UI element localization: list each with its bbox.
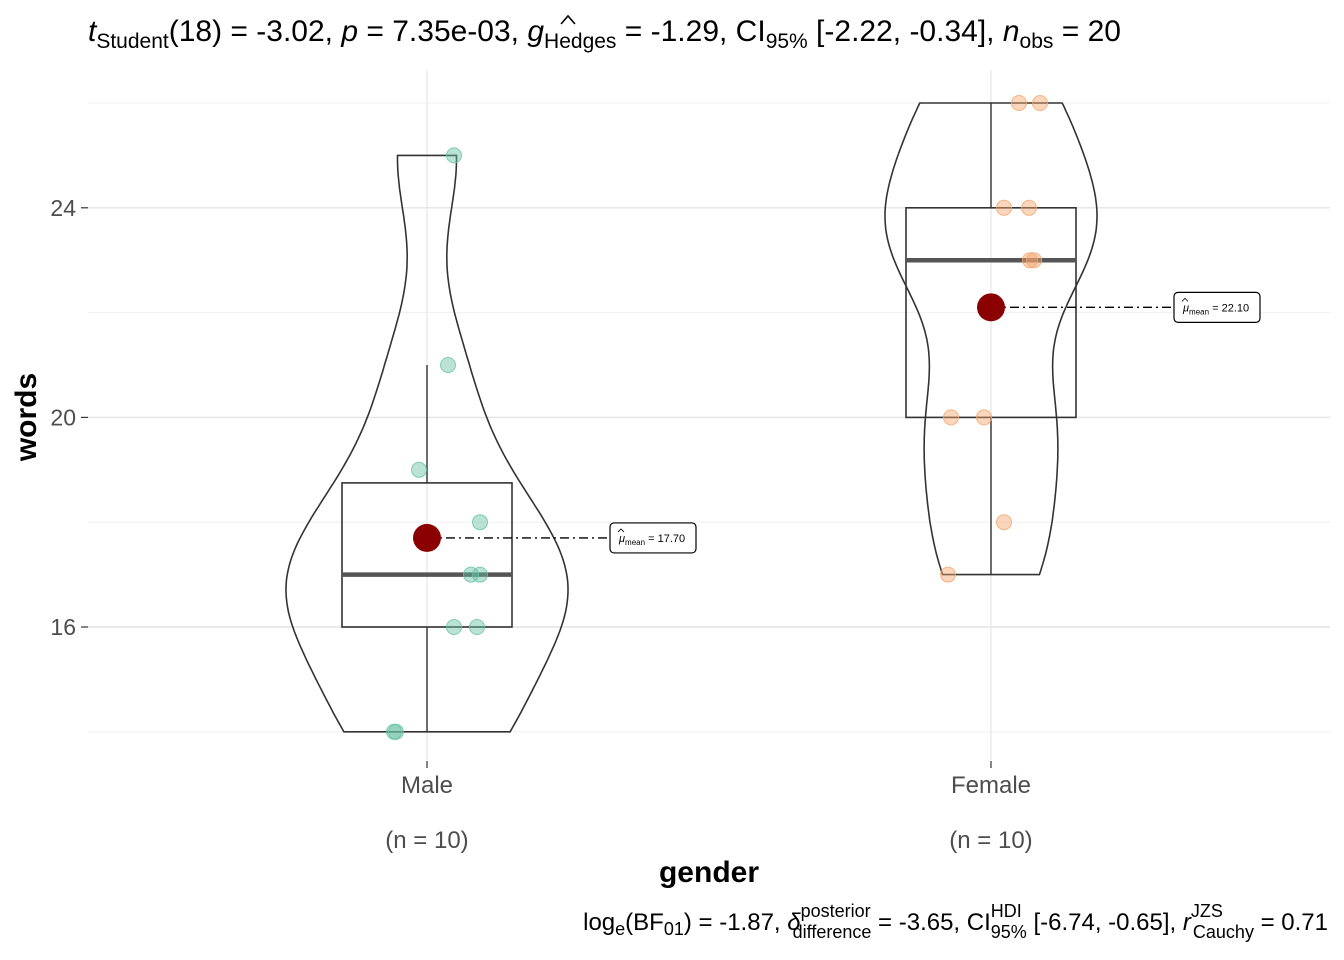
caption-delta: δ <box>787 909 801 936</box>
caption-hdi-value: [-6.74, -0.65], <box>1027 909 1176 936</box>
plot-area: μmean = 17.70 μmean = 22.10 <box>285 95 1261 740</box>
title-g-hat <box>560 14 576 25</box>
title-n-value: = 20 <box>1053 15 1121 48</box>
title-g-sub: Hedges <box>544 30 616 53</box>
title-ci-sub: 95% <box>766 30 808 53</box>
grid-lines <box>88 70 1330 760</box>
caption-r-sup: JZS <box>1191 901 1223 921</box>
y-axis-title: words <box>10 373 43 462</box>
data-point <box>976 409 992 426</box>
mean-label-box <box>1173 291 1261 323</box>
box-male <box>341 482 513 628</box>
data-point <box>1022 252 1038 269</box>
caption-delta-value: = -3.65, CI <box>871 909 990 936</box>
x-n-label: (n = 10) <box>385 827 468 854</box>
data-point <box>440 357 456 373</box>
y-tick-label: 16 <box>50 614 76 640</box>
caption-hdi-sub: 95% <box>991 922 1027 942</box>
chart-caption: loge(BF01) = -1.87, δposterior difference… <box>583 901 1328 942</box>
x-axis: Male (n = 10) Female (n = 10) <box>385 761 1033 854</box>
x-category-label: Male <box>401 772 453 799</box>
mean-point <box>413 523 441 552</box>
title-ci-value: [-2.22, -0.34], <box>808 15 995 48</box>
caption-bf-sub: 01 <box>664 919 684 939</box>
title-t-sub: Student <box>96 30 169 53</box>
data-point <box>472 566 488 583</box>
data-point <box>996 199 1012 216</box>
y-tick-label: 24 <box>50 195 76 221</box>
title-t-value: (18) = -3.02, <box>169 15 333 48</box>
title-g-symbol: g <box>527 15 544 48</box>
data-point <box>463 566 479 583</box>
title-t-symbol: t <box>88 15 98 48</box>
data-point <box>940 566 956 583</box>
caption-log: log <box>583 909 615 936</box>
data-point <box>1032 95 1048 111</box>
data-point <box>472 514 488 531</box>
x-n-label: (n = 10) <box>949 827 1032 854</box>
title-n-sub: obs <box>1020 30 1054 53</box>
caption-hdi-sup: HDI <box>991 901 1022 921</box>
mean-point <box>977 293 1005 322</box>
violin-female <box>884 102 1098 576</box>
mean-label-box <box>609 522 697 554</box>
data-point <box>1026 252 1042 269</box>
x-category-label: Female <box>951 772 1031 799</box>
caption-bf: (BF <box>625 909 664 936</box>
caption-bf-value: ) = -1.87, <box>684 909 781 936</box>
data-point <box>446 619 462 635</box>
mean-hat <box>617 528 625 533</box>
title-g-value: = -1.29, CI <box>616 15 765 48</box>
data-point <box>469 619 485 635</box>
data-point <box>446 147 462 164</box>
caption-delta-sub: difference <box>793 922 872 942</box>
data-point <box>411 461 427 478</box>
title-p-symbol: p <box>340 15 358 48</box>
y-tick-label: 20 <box>50 404 76 430</box>
mean-label: μmean = 17.70 <box>618 533 685 547</box>
data-point <box>1021 199 1037 216</box>
chart-title: tStudent(18) = -3.02, p = 7.35e-03, gHed… <box>88 15 1121 53</box>
x-axis-title: gender <box>659 856 759 889</box>
caption-delta-sup: posterior <box>801 901 871 921</box>
data-point <box>1011 95 1027 111</box>
mean-hat <box>1181 297 1189 302</box>
y-axis: 16 20 24 <box>50 195 88 640</box>
mean-label: μmean = 22.10 <box>1182 302 1249 316</box>
caption-r-sub: Cauchy <box>1193 922 1254 942</box>
data-point <box>388 723 404 740</box>
violin-male <box>285 154 569 733</box>
data-point <box>943 409 959 426</box>
title-n-symbol: n <box>1003 15 1020 48</box>
caption-r: r <box>1183 909 1192 936</box>
caption-r-value: = 0.71 <box>1254 909 1328 936</box>
data-point <box>996 514 1012 531</box>
title-p-value: = 7.35e-03, <box>358 15 519 48</box>
caption-log-sub: e <box>615 919 625 939</box>
